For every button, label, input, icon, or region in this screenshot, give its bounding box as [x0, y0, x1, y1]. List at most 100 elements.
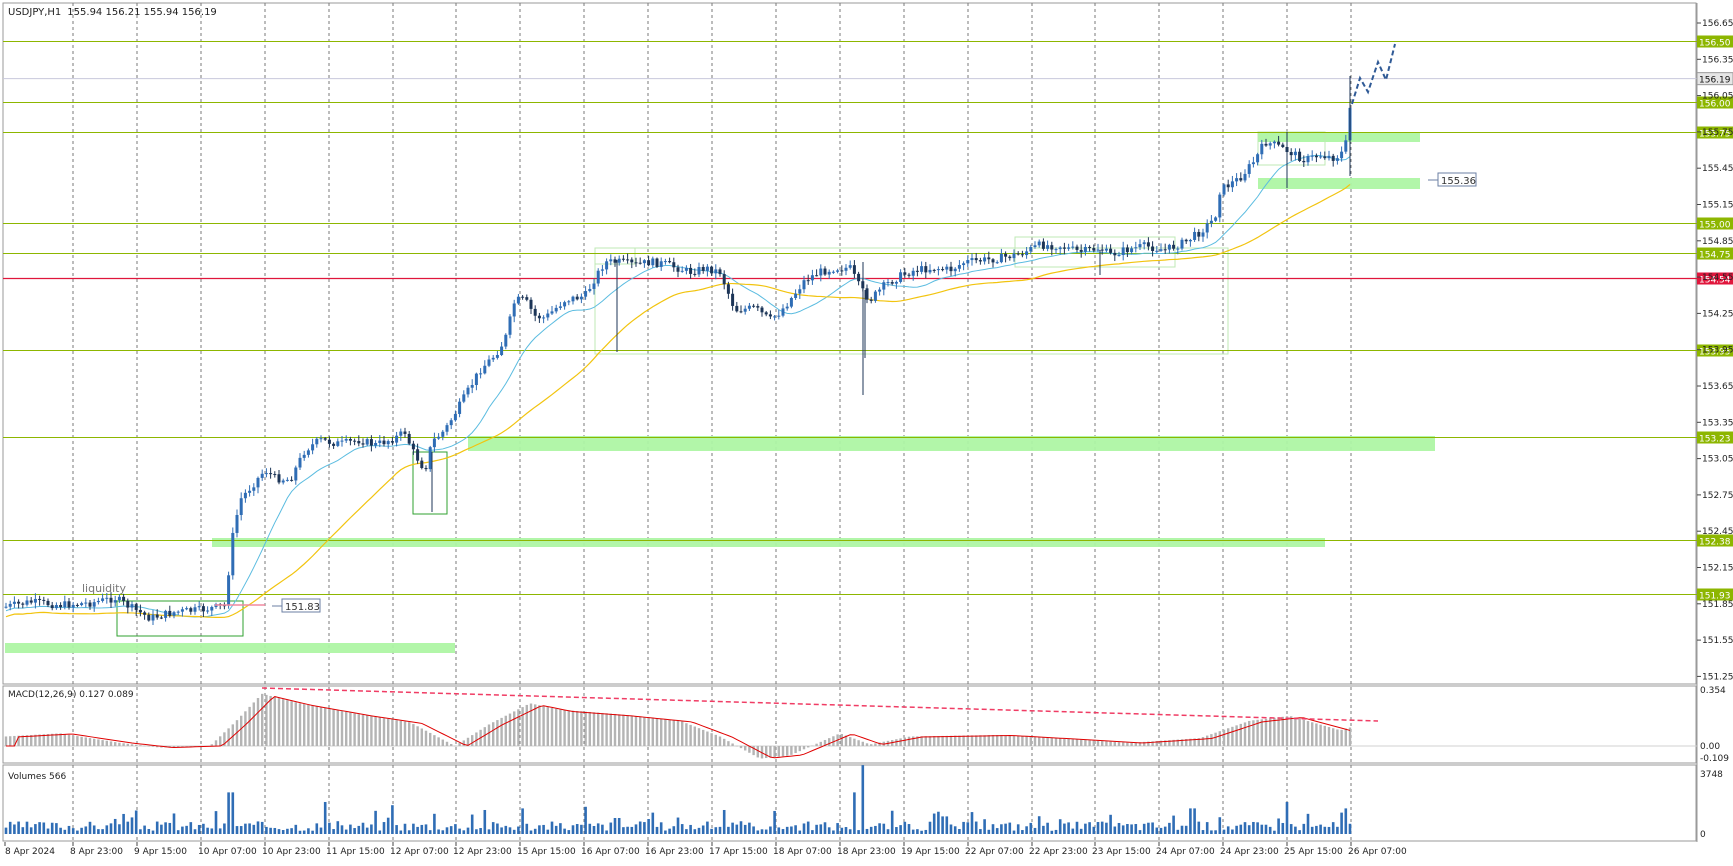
volume-bar	[206, 827, 209, 834]
volume-bar	[819, 824, 823, 834]
macd-histogram-bar	[1340, 729, 1343, 746]
candle-body	[1121, 247, 1125, 256]
volume-bar	[937, 811, 940, 834]
volume-tick-label: 0	[1700, 830, 1706, 840]
volume-bar	[420, 824, 424, 834]
macd-histogram-bar	[412, 724, 415, 746]
macd-histogram-bar	[865, 743, 869, 746]
time-label: 23 Apr 15:00	[1092, 847, 1151, 857]
candle-body	[827, 271, 831, 275]
candle-body	[705, 266, 709, 271]
candle-body	[378, 440, 382, 443]
volume-bar	[617, 817, 621, 834]
candle-body	[1012, 253, 1016, 259]
macd-histogram-bar	[1218, 731, 1221, 746]
volume-bar	[1184, 825, 1188, 834]
candle-body	[1197, 231, 1201, 237]
macd-histogram-bar	[361, 714, 365, 746]
macd-histogram-bar	[748, 746, 751, 753]
volume-bar	[290, 828, 293, 834]
volume-bar	[529, 830, 533, 834]
volume-bar	[63, 829, 67, 834]
volume-bar	[685, 829, 688, 834]
macd-histogram-bar	[399, 720, 402, 746]
candle-body	[701, 267, 705, 271]
macd-histogram-bar	[1033, 737, 1037, 746]
macd-histogram-bar	[80, 736, 83, 746]
price-tick-label: 152.45	[1702, 527, 1733, 537]
volume-pane-border	[2, 764, 1697, 842]
volume-bar	[1033, 827, 1037, 834]
macd-histogram-bar	[815, 743, 818, 746]
macd-histogram-bar	[546, 707, 549, 746]
macd-histogram-bar	[668, 719, 671, 746]
volume-bar	[328, 822, 331, 834]
macd-histogram-bar	[496, 720, 499, 746]
macd-histogram-bar	[1080, 739, 1083, 746]
macd-histogram-bar	[55, 733, 58, 746]
volume-bar	[1256, 822, 1259, 834]
volume-bar	[277, 829, 281, 834]
candle-body	[420, 460, 424, 468]
macd-histogram-bar	[223, 732, 226, 746]
volume-bar	[1126, 824, 1129, 834]
volume-indicator	[4, 765, 1352, 834]
candle-body	[193, 607, 197, 612]
volume-bar	[244, 823, 247, 834]
candle-body	[550, 311, 554, 314]
macd-histogram-bar	[303, 704, 306, 746]
volume-bar	[785, 826, 789, 834]
volume-bar	[1331, 822, 1335, 834]
candle-body	[50, 605, 54, 609]
level-label-bg	[1697, 431, 1733, 444]
volume-bar	[17, 821, 20, 834]
macd-histogram-bar	[979, 735, 982, 746]
candle-body	[1306, 156, 1310, 163]
candle-body	[659, 261, 663, 267]
candle-body	[781, 308, 785, 316]
candle-body	[668, 261, 672, 263]
candle-body	[542, 317, 546, 319]
candle-body	[974, 258, 978, 261]
candle-body	[176, 611, 180, 613]
volume-bar	[911, 829, 915, 834]
macd-histogram-bar	[156, 746, 159, 748]
candle-body	[869, 299, 873, 301]
macd-histogram-bar	[46, 734, 50, 746]
candle-body	[239, 498, 243, 515]
volume-bar	[433, 813, 436, 834]
volume-bar	[1121, 825, 1125, 834]
volume-bar	[538, 825, 541, 834]
level-label-bg	[1697, 247, 1733, 260]
macd-histogram-bar	[584, 711, 587, 746]
candle-body	[189, 608, 193, 612]
volume-bar	[286, 828, 289, 834]
candle-body	[487, 359, 491, 366]
macd-histogram-bar	[84, 737, 87, 746]
candle-body	[155, 614, 159, 618]
volume-bar	[928, 821, 932, 834]
volume-bar	[109, 823, 113, 834]
volume-bar	[630, 826, 634, 834]
macd-histogram-bar	[1336, 729, 1339, 746]
volume-bar	[248, 823, 251, 834]
macd-histogram-bar	[928, 736, 932, 746]
macd-histogram-bar	[1239, 723, 1242, 746]
macd-histogram-bar	[941, 735, 944, 746]
volume-bar	[689, 824, 692, 834]
macd-histogram-bar	[987, 735, 990, 746]
macd-histogram-bar	[72, 735, 75, 746]
volume-bar	[80, 827, 83, 834]
volume-bar	[139, 829, 142, 834]
candle-body	[1016, 253, 1020, 255]
candle-body	[605, 261, 609, 270]
price-tick-label: 154.55	[1702, 273, 1733, 283]
volume-bar	[101, 829, 104, 834]
macd-histogram-bar	[559, 709, 562, 746]
macd-histogram-bar	[840, 734, 843, 746]
volume-bar	[454, 824, 457, 834]
volume-bar	[475, 829, 478, 834]
volume-bar	[1298, 830, 1301, 834]
